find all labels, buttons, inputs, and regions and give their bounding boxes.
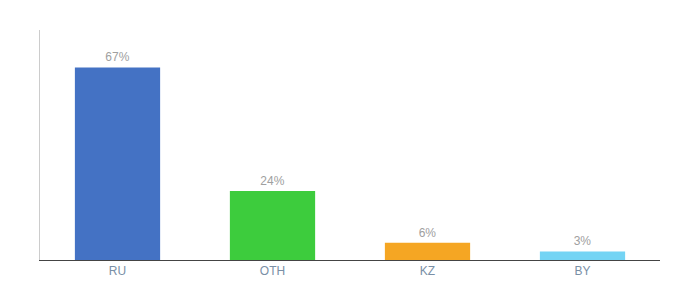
svg-text:RU: RU [109, 264, 126, 278]
svg-text:3%: 3% [574, 234, 592, 248]
svg-text:6%: 6% [419, 226, 437, 240]
svg-text:67%: 67% [105, 50, 129, 64]
svg-text:OTH: OTH [260, 264, 285, 278]
svg-text:BY: BY [574, 264, 590, 278]
svg-text:24%: 24% [260, 174, 284, 188]
svg-text:KZ: KZ [420, 264, 435, 278]
